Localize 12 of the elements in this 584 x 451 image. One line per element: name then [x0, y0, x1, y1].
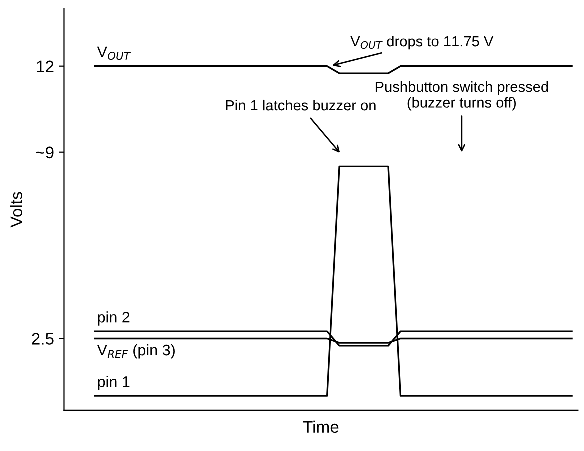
series-label: V$_{REF}$ (pin 3) [97, 344, 175, 359]
y-tick-label: 2.5 [32, 333, 54, 345]
y-tick-label: 12 [37, 60, 54, 72]
series-label: V$_{OUT}$ [97, 46, 132, 60]
annotation: V$_{OUT}$ drops to 11.75 V [350, 36, 494, 50]
series-label: pin 1 [98, 376, 130, 390]
series-label: pin 2 [98, 312, 130, 326]
y-tick-label: ~9 [36, 146, 54, 159]
annotation: Pin 1 latches buzzer on [226, 100, 376, 111]
annotation: Pushbutton switch pressed (buzzer turns off) [376, 81, 548, 111]
x-axis-title: Time [303, 420, 339, 434]
y-axis-title: Volts [10, 192, 22, 228]
